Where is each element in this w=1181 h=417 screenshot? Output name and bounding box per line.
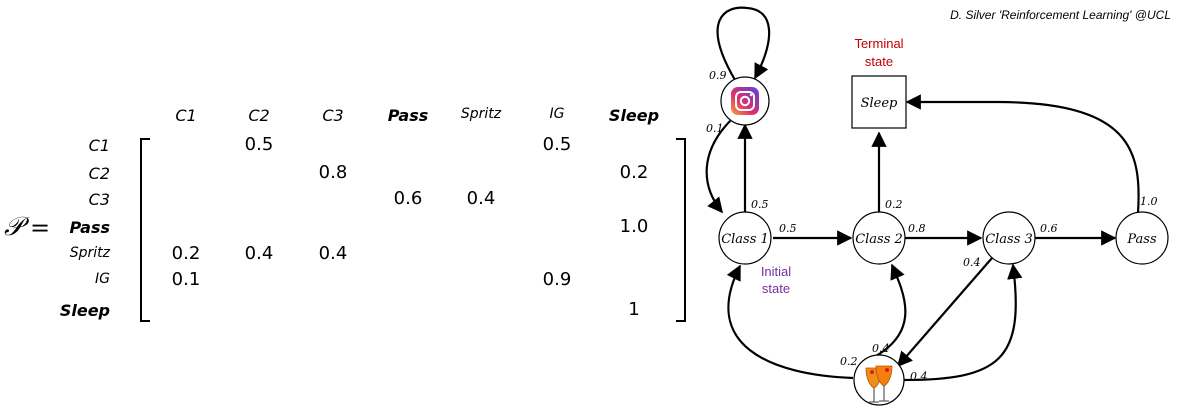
edge-label-class3-to-spritz: 0.4 xyxy=(963,256,981,269)
matrix-cell: 0.2 xyxy=(619,162,649,183)
node-class2: Class 2 xyxy=(852,211,906,265)
edge-label-class1-to-ig: 0.5 xyxy=(751,198,769,211)
matrix-cell: 0.4 xyxy=(244,243,274,264)
equals-sign: = xyxy=(30,214,51,242)
matrix-symbol: 𝒫 xyxy=(4,212,23,242)
svg-text:Pass: Pass xyxy=(1126,232,1157,247)
matrix-row-header: C2 xyxy=(88,164,110,183)
left-bracket xyxy=(140,138,150,322)
matrix-cell: 0.8 xyxy=(318,162,348,183)
edge-label-pass-to-sleep: 1.0 xyxy=(1140,195,1158,208)
svg-text:Sleep: Sleep xyxy=(861,96,898,111)
matrix-column-header: Sleep xyxy=(608,106,660,125)
matrix-column-header: IG xyxy=(549,106,565,122)
edge-label-ig-to-class1: 0.1 xyxy=(706,122,724,135)
edge-label-ig-self: 0.9 xyxy=(709,69,727,82)
terminal-label-line1: Terminal xyxy=(854,36,903,51)
edge-label-spritz-to-class2: 0.4 xyxy=(872,342,890,355)
instagram-icon xyxy=(731,87,759,115)
initial-label-line1: Initial xyxy=(761,264,791,279)
initial-label-line2: state xyxy=(762,281,790,296)
matrix-row-header: IG xyxy=(95,271,110,287)
svg-text:Class 2: Class 2 xyxy=(855,232,903,247)
matrix-cell: 1.0 xyxy=(619,216,649,237)
edge-ig-self xyxy=(716,6,771,81)
matrix-cell: 0.5 xyxy=(542,134,572,155)
edge-label-class2-to-sleep: 0.2 xyxy=(885,198,903,211)
svg-text:Class 1: Class 1 xyxy=(721,232,769,247)
edge-label-spritz-to-class1: 0.2 xyxy=(840,355,858,368)
matrix-cell: 0.1 xyxy=(171,269,201,290)
svg-text:Class 3: Class 3 xyxy=(985,232,1033,247)
matrix-row-header: Pass xyxy=(69,218,110,237)
terminal-label-line2: state xyxy=(865,54,893,69)
node-pass: Pass xyxy=(1115,211,1169,265)
matrix-cell: 0.2 xyxy=(171,243,201,264)
matrix-row-header: C3 xyxy=(88,190,110,209)
credit-text: D. Silver 'Reinforcement Learning' @UCL xyxy=(950,8,1171,22)
matrix-column-header: C2 xyxy=(248,106,270,125)
edge-label-class2-to-class3: 0.8 xyxy=(908,222,926,235)
matrix-column-header: C1 xyxy=(175,106,197,125)
matrix-cell: 0.9 xyxy=(542,269,572,290)
matrix-column-header: C3 xyxy=(322,106,344,125)
matrix-cell: 1 xyxy=(628,299,640,320)
matrix-cell: 0.4 xyxy=(318,243,348,264)
node-sleep: Sleep xyxy=(851,75,907,129)
edge-spritz-to-class1 xyxy=(726,264,854,380)
edge-label-class3-to-pass: 0.6 xyxy=(1040,222,1058,235)
matrix-column-header: Spritz xyxy=(460,106,502,122)
node-spritz xyxy=(853,354,905,406)
edge-pass-to-sleep xyxy=(905,94,1140,214)
matrix-row-header: Spritz xyxy=(69,245,110,261)
edge-spritz-to-class3 xyxy=(902,263,1023,382)
edge-ig-to-class1 xyxy=(705,117,734,214)
matrix-row-header: C1 xyxy=(88,136,110,155)
matrix-row-header: Sleep xyxy=(59,301,110,320)
matrix-cell: 0.6 xyxy=(393,188,423,209)
spritz-glasses-icon xyxy=(865,365,893,403)
node-ig xyxy=(720,76,770,126)
right-bracket xyxy=(676,138,686,322)
node-class1: Class 1 xyxy=(718,211,772,265)
edge-label-class1-to-class2: 0.5 xyxy=(779,222,797,235)
node-class3: Class 3 xyxy=(982,211,1036,265)
edge-spritz-to-class2 xyxy=(875,263,907,357)
edge-class3-to-spritz xyxy=(896,257,993,368)
matrix-cell: 0.5 xyxy=(244,134,274,155)
matrix-column-header: Pass xyxy=(387,106,429,125)
matrix-cell: 0.4 xyxy=(466,188,496,209)
edge-label-spritz-to-class3: 0.4 xyxy=(910,370,928,383)
transition-matrix: 𝒫 = C1 C2 C3 Pass Spritz IG Sleep C1 0.5 0.5 C2 0.8… xyxy=(4,106,686,322)
